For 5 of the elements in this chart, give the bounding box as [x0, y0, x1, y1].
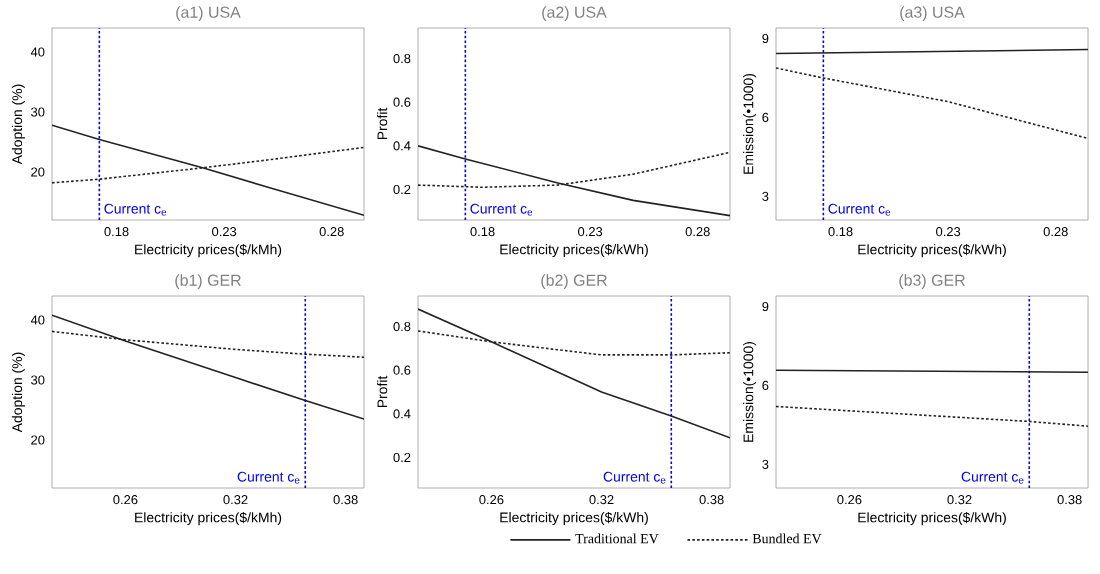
line-series [776, 67, 1089, 140]
line-series [52, 314, 364, 420]
line-series [418, 308, 731, 439]
line-series [52, 124, 364, 217]
line-series [418, 145, 731, 217]
